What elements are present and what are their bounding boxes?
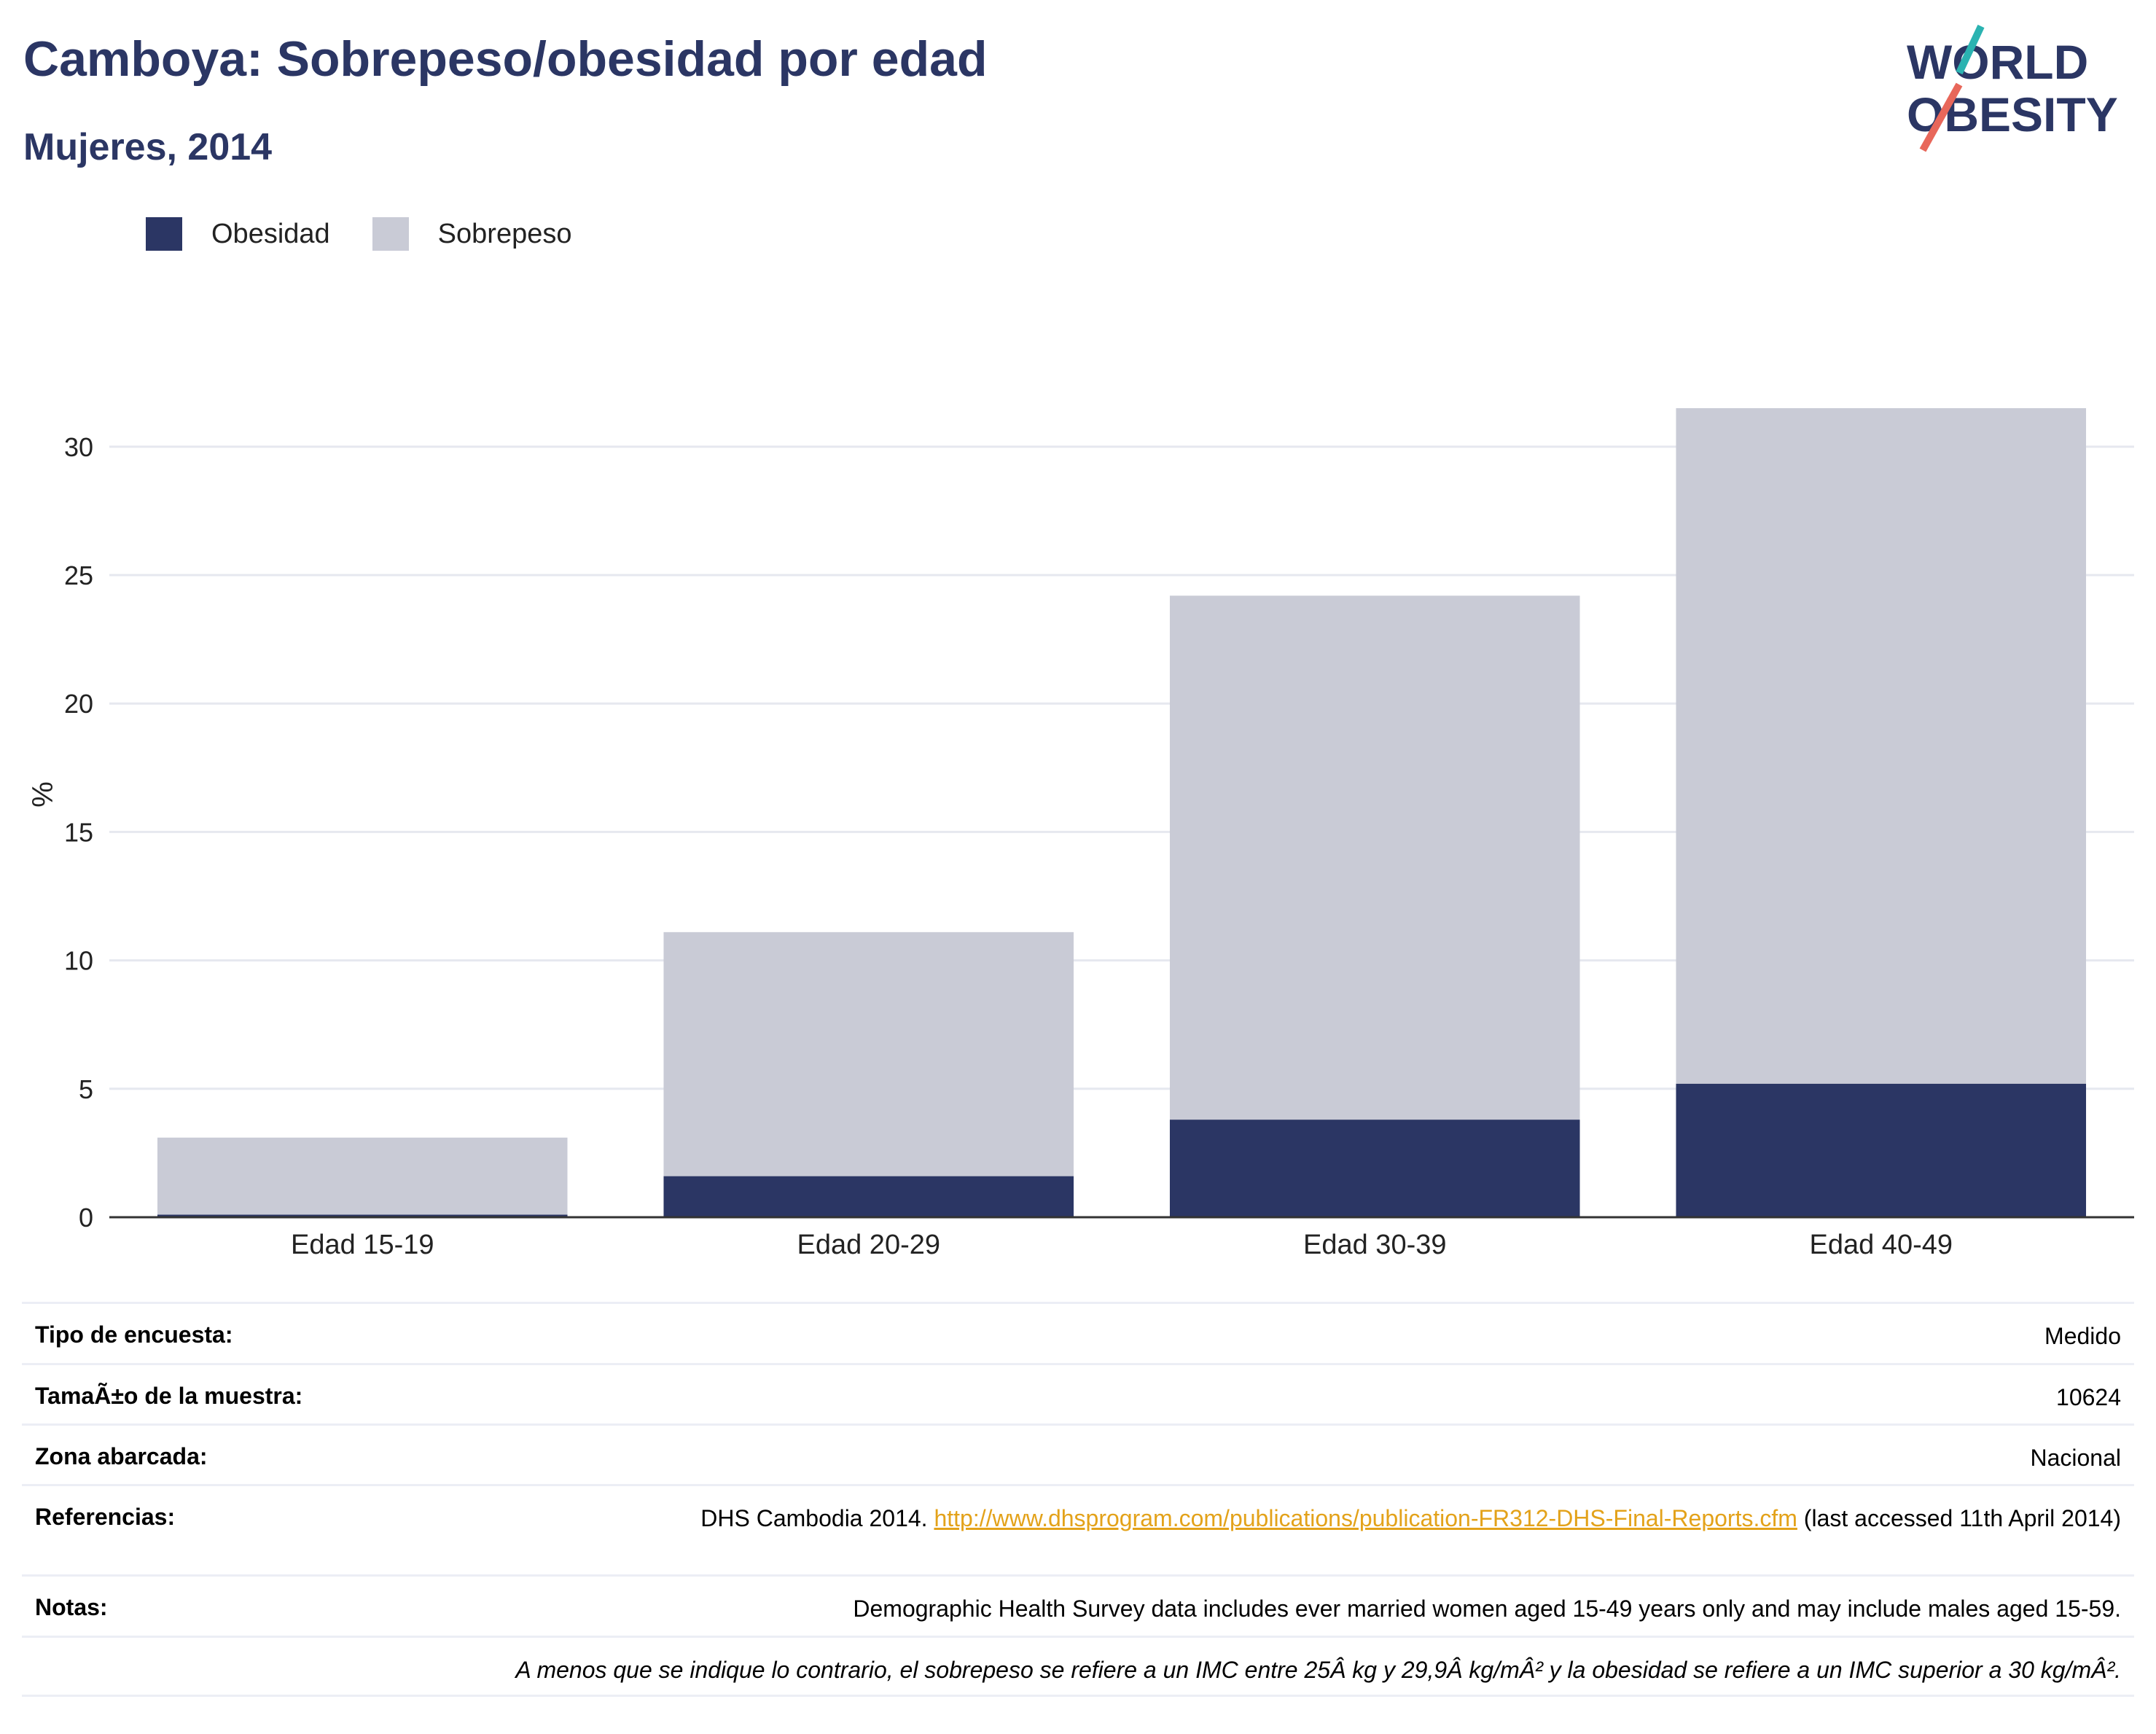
logo-slash-teal: [1956, 24, 1985, 75]
bar-sobrepeso-4: [1676, 408, 2087, 1084]
bar-sobrepeso-3: [1169, 595, 1580, 1120]
reference-prefix: DHS Cambodia 2014.: [700, 1505, 934, 1531]
meta-value: Medido: [2044, 1323, 2121, 1349]
meta-label: Notas:: [35, 1594, 108, 1620]
meta-row-references: Referencias: DHS Cambodia 2014. http://w…: [22, 1484, 2134, 1574]
meta-label: Tipo de encuesta:: [35, 1321, 233, 1348]
y-tick-label: 10: [64, 946, 93, 976]
meta-row-notes: Notas: Demographic Health Survey data in…: [22, 1574, 2134, 1636]
reference-link[interactable]: http://www.dhsprogram.com/publications/p…: [934, 1505, 1797, 1531]
reference-suffix: (last accessed 11th April 2014): [1797, 1505, 2121, 1531]
meta-row-footnote: A menos que se indique lo contrario, el …: [22, 1636, 2134, 1697]
meta-row-survey-type: Tipo de encuesta: Medido: [22, 1302, 2134, 1363]
world-obesity-logo: WORLD OBESITY: [1907, 24, 2118, 152]
bar-chart: 0 5 10 15 20 25 30% Edad 15-19 Edad 20-29 Edad 30…: [27, 408, 2134, 1260]
meta-value-references: DHS Cambodia 2014. http://www.dhsprogram…: [700, 1504, 2121, 1533]
legend-swatch-obesidad: [146, 217, 182, 251]
legend-swatch-sobrepeso: [372, 217, 409, 251]
meta-value: Nacional: [2030, 1445, 2121, 1471]
y-axis-label: %: [27, 781, 59, 808]
y-tick-label: 25: [64, 561, 93, 590]
meta-value: Demographic Health Survey data includes …: [853, 1596, 2121, 1622]
bar-obesidad-3: [1169, 1120, 1580, 1217]
chart-title: Camboya: Sobrepeso/obesidad por edad: [23, 31, 988, 87]
y-tick-label: 0: [79, 1203, 93, 1233]
y-tick-label: 30: [64, 432, 93, 462]
bar-obesidad-1: [157, 1214, 568, 1217]
legend-label-obesidad: Obesidad: [211, 218, 330, 249]
x-tick-label: Edad 20-29: [797, 1230, 941, 1260]
bar-obesidad-2: [663, 1176, 1074, 1217]
logo-line1: WORLD: [1907, 35, 2088, 89]
x-tick-label: Edad 30-39: [1303, 1230, 1447, 1260]
x-tick-label: Edad 40-49: [1810, 1230, 1953, 1260]
meta-row-area: Zona abarcada: Nacional: [22, 1423, 2134, 1484]
chart-subtitle: Mujeres, 2014: [23, 126, 273, 168]
metadata-table: Tipo de encuesta: Medido TamaÃ±o de la m…: [22, 1302, 2134, 1697]
y-tick-label: 5: [79, 1074, 93, 1104]
legend: Obesidad Sobrepeso: [146, 217, 614, 251]
bar-sobrepeso-1: [157, 1137, 568, 1215]
y-tick-label: 15: [64, 817, 93, 847]
bar-obesidad-4: [1676, 1083, 2087, 1217]
legend-item-sobrepeso[interactable]: Sobrepeso: [372, 217, 572, 251]
footnote-text: A menos que se indique lo contrario, el …: [515, 1657, 2121, 1683]
legend-label-sobrepeso: Sobrepeso: [437, 218, 572, 249]
x-tick-label: Edad 15-19: [291, 1230, 434, 1260]
y-tick-label: 20: [64, 689, 93, 719]
meta-row-sample-size: TamaÃ±o de la muestra: 10624: [22, 1363, 2134, 1423]
bar-sobrepeso-2: [663, 932, 1074, 1176]
meta-label: Zona abarcada:: [35, 1443, 208, 1469]
meta-label: TamaÃ±o de la muestra:: [35, 1383, 303, 1409]
meta-value: 10624: [2056, 1384, 2121, 1410]
logo-slash-coral: [1919, 82, 1963, 152]
meta-label: Referencias:: [35, 1504, 176, 1530]
legend-item-obesidad[interactable]: Obesidad: [146, 217, 330, 251]
